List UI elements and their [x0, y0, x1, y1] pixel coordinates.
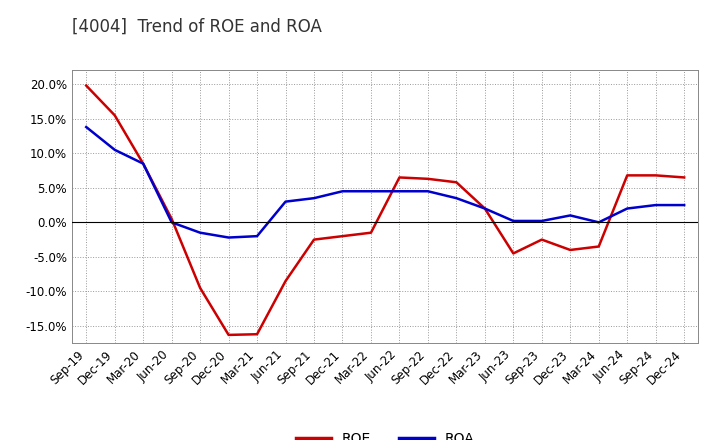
- ROE: [537, 237, 546, 242]
- ROE: [167, 216, 176, 221]
- ROE: [253, 332, 261, 337]
- ROE: [395, 175, 404, 180]
- ROA: [139, 161, 148, 166]
- ROA: [452, 195, 461, 201]
- ROE: [509, 251, 518, 256]
- ROA: [196, 230, 204, 235]
- ROE: [282, 279, 290, 284]
- ROE: [480, 206, 489, 211]
- Legend: ROE, ROA: ROE, ROA: [290, 426, 480, 440]
- ROA: [167, 220, 176, 225]
- ROE: [338, 234, 347, 239]
- ROE: [423, 176, 432, 181]
- ROE: [110, 113, 119, 118]
- ROA: [310, 195, 318, 201]
- ROE: [566, 247, 575, 253]
- ROA: [395, 189, 404, 194]
- ROE: [623, 173, 631, 178]
- ROA: [652, 202, 660, 208]
- ROA: [110, 147, 119, 153]
- ROA: [680, 202, 688, 208]
- ROA: [423, 189, 432, 194]
- ROE: [225, 332, 233, 337]
- ROE: [680, 175, 688, 180]
- ROA: [366, 189, 375, 194]
- ROE: [652, 173, 660, 178]
- ROA: [480, 206, 489, 211]
- ROA: [225, 235, 233, 240]
- ROE: [595, 244, 603, 249]
- Line: ROA: ROA: [86, 127, 684, 238]
- ROE: [452, 180, 461, 185]
- ROA: [509, 218, 518, 224]
- ROE: [366, 230, 375, 235]
- ROE: [82, 83, 91, 88]
- ROE: [310, 237, 318, 242]
- ROE: [196, 285, 204, 290]
- ROA: [282, 199, 290, 204]
- Text: [4004]  Trend of ROE and ROA: [4004] Trend of ROE and ROA: [72, 18, 322, 36]
- ROA: [338, 189, 347, 194]
- ROA: [537, 218, 546, 224]
- ROA: [595, 220, 603, 225]
- ROA: [566, 213, 575, 218]
- ROA: [82, 125, 91, 130]
- ROE: [139, 161, 148, 166]
- Line: ROE: ROE: [86, 86, 684, 335]
- ROA: [623, 206, 631, 211]
- ROA: [253, 234, 261, 239]
